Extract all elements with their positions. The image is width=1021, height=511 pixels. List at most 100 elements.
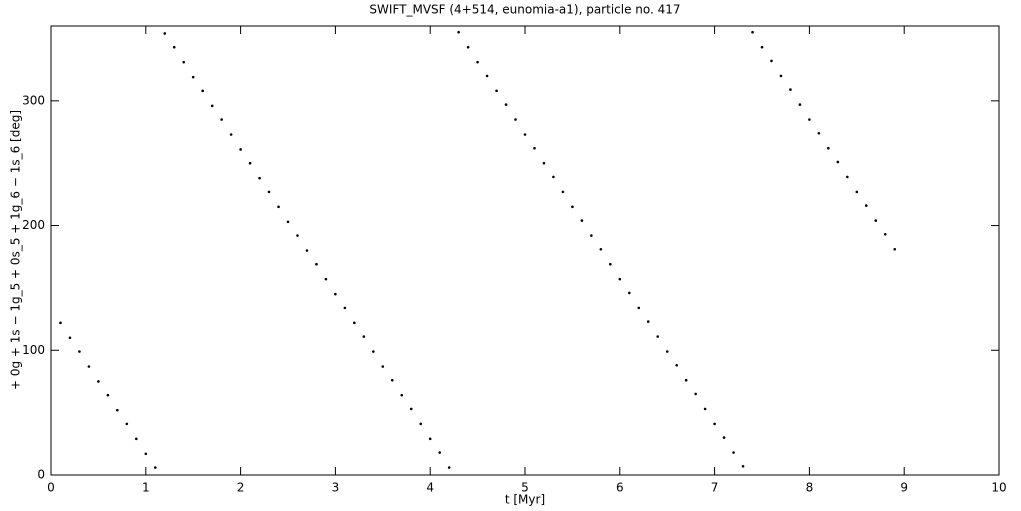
x-axis-label: t [Myr] xyxy=(505,493,545,507)
point xyxy=(552,175,555,179)
point xyxy=(542,161,546,165)
point xyxy=(561,190,565,194)
point xyxy=(296,234,299,237)
point xyxy=(97,380,100,383)
point xyxy=(277,205,280,209)
point xyxy=(258,176,261,180)
point xyxy=(428,437,432,441)
point xyxy=(741,464,745,468)
point xyxy=(571,205,574,209)
point xyxy=(864,204,868,207)
point xyxy=(163,32,167,35)
point xyxy=(372,350,375,353)
point xyxy=(172,45,176,49)
point xyxy=(684,378,688,382)
point xyxy=(779,74,783,78)
point xyxy=(732,451,735,454)
y-tick-label: 200 xyxy=(22,218,45,232)
point xyxy=(893,247,897,251)
point xyxy=(703,407,707,411)
x-tick-label: 0 xyxy=(47,481,55,495)
point xyxy=(504,103,508,106)
point xyxy=(201,89,204,93)
point xyxy=(760,45,764,49)
point xyxy=(770,59,773,63)
point xyxy=(590,234,593,237)
x-tick-label: 3 xyxy=(332,481,340,495)
point xyxy=(533,146,536,150)
point xyxy=(627,291,631,295)
point xyxy=(694,392,697,396)
point xyxy=(267,190,271,194)
x-tick-label: 8 xyxy=(806,481,814,495)
point xyxy=(144,452,148,456)
y-axis-label: + 0g + 1s − 1g_5 + 0s_5 + 1g_6 − 1s_6 [d… xyxy=(9,110,23,390)
point xyxy=(78,350,81,353)
plot-frame xyxy=(50,25,1000,476)
point xyxy=(390,378,394,382)
point xyxy=(116,408,119,412)
point xyxy=(447,466,451,469)
point xyxy=(495,89,498,93)
point xyxy=(153,466,157,469)
point xyxy=(798,103,802,106)
point xyxy=(665,350,669,353)
point xyxy=(87,365,91,368)
point xyxy=(808,118,811,121)
x-tick-label: 5 xyxy=(521,481,529,495)
point xyxy=(125,422,129,426)
point xyxy=(59,321,62,325)
point xyxy=(239,148,242,151)
x-tick-label: 1 xyxy=(142,481,150,495)
point xyxy=(656,335,660,338)
point xyxy=(343,306,347,310)
point xyxy=(286,220,290,224)
point xyxy=(362,335,366,338)
point xyxy=(827,146,830,150)
x-tick-label: 9 xyxy=(900,481,908,495)
point xyxy=(836,160,840,164)
y-tick-label: 300 xyxy=(22,93,45,107)
point xyxy=(305,249,309,252)
point xyxy=(855,190,859,194)
point xyxy=(846,175,849,179)
y-tick-label: 100 xyxy=(22,343,45,357)
point xyxy=(334,292,337,296)
point xyxy=(409,407,413,411)
point xyxy=(637,306,641,310)
point xyxy=(485,74,489,78)
chart-title: SWIFT_MVSF (4+514, eunomia-a1), particle… xyxy=(369,3,680,17)
point xyxy=(210,104,214,108)
point xyxy=(476,60,479,64)
x-tick-label: 6 xyxy=(616,481,624,495)
point xyxy=(353,321,356,325)
point xyxy=(191,75,195,79)
point xyxy=(315,262,318,266)
x-tick-label: 2 xyxy=(237,481,245,495)
point xyxy=(457,30,460,34)
point xyxy=(419,422,423,426)
point xyxy=(789,88,792,91)
y-tick-label: 0 xyxy=(37,468,45,482)
point xyxy=(599,247,603,251)
point xyxy=(106,393,110,397)
point xyxy=(609,262,612,266)
point xyxy=(324,277,328,281)
x-tick-label: 4 xyxy=(426,481,434,495)
point xyxy=(618,277,622,281)
point xyxy=(713,422,716,426)
point xyxy=(68,336,72,340)
point xyxy=(874,219,878,222)
point xyxy=(381,365,385,368)
point xyxy=(248,161,252,165)
point xyxy=(514,118,517,121)
point xyxy=(466,45,470,49)
point xyxy=(646,320,650,323)
point xyxy=(135,437,138,441)
point xyxy=(817,131,821,135)
point xyxy=(751,30,754,34)
x-tick-label: 7 xyxy=(711,481,719,495)
point xyxy=(675,363,678,367)
